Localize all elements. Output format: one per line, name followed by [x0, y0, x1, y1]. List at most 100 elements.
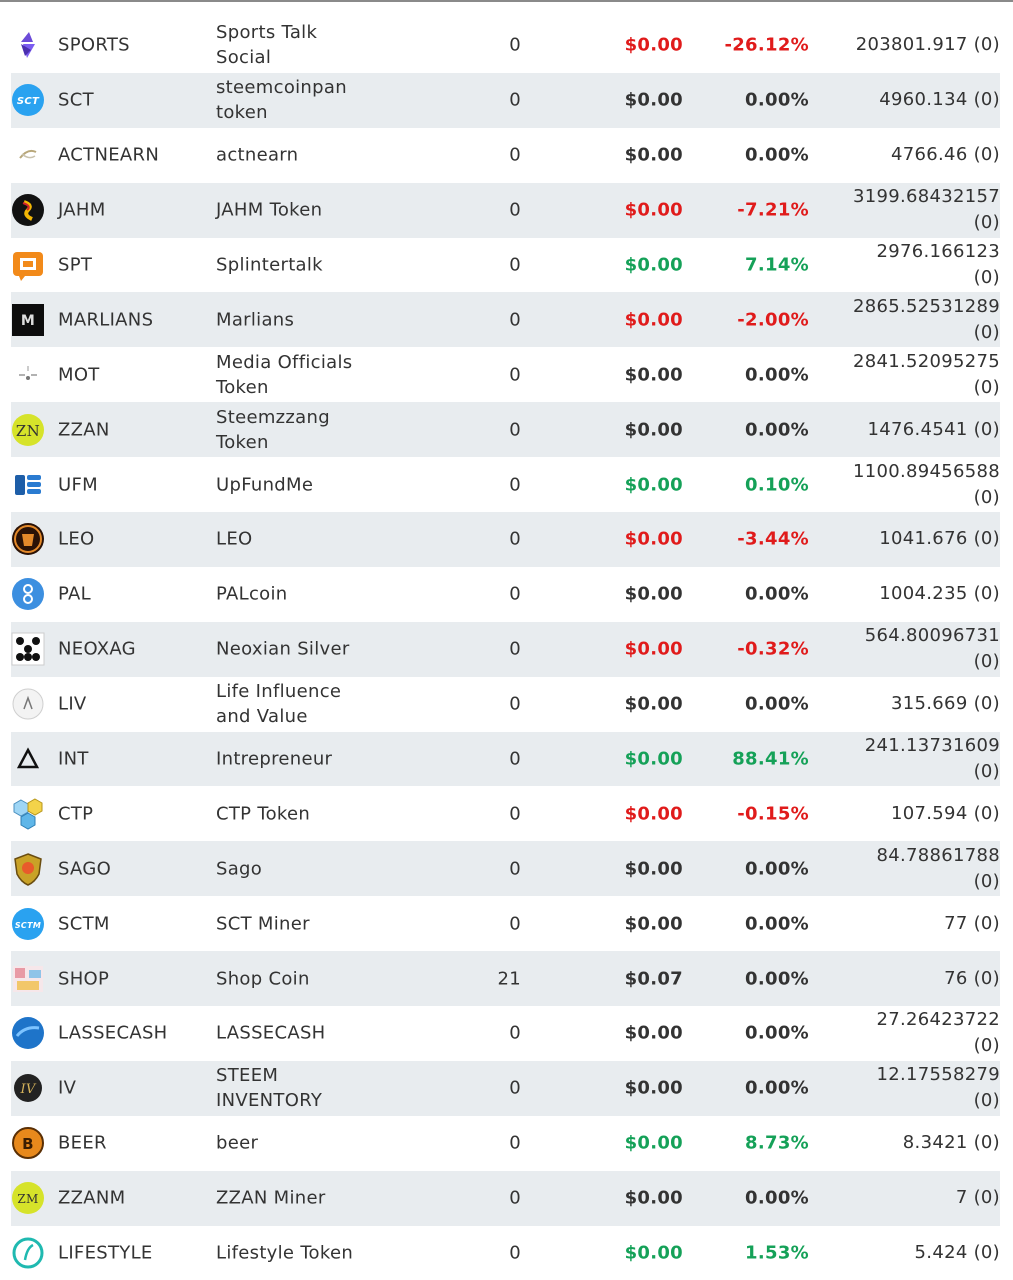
token-symbol[interactable]: PAL	[58, 583, 91, 605]
token-row[interactable]: CTP CTP Token 0 $0.00 -0.15% 107.594 (0)	[11, 786, 1000, 841]
token-row[interactable]: SPORTS Sports Talk Social 0 $0.00 -26.12% 203…	[11, 18, 1000, 73]
token-symbol[interactable]: SPORTS	[58, 34, 130, 56]
token-symbol[interactable]: BEER	[58, 1132, 107, 1154]
token-symbol[interactable]: SHOP	[58, 968, 110, 990]
token-symbol[interactable]: UFM	[58, 474, 98, 496]
token-symbol[interactable]: SAGO	[58, 858, 112, 880]
token-change: 0.00%	[745, 1187, 809, 1209]
svg-text:IV: IV	[19, 1082, 36, 1097]
token-row[interactable]: LIFESTYLE Lifestyle Token 0 $0.00 1.53% 5.424…	[11, 1226, 1000, 1280]
token-row[interactable]: SCT SCT steemcoinpan token 0 $0.00 0.00% 4960.…	[11, 72, 1000, 128]
token-change: 0.00%	[745, 968, 809, 990]
token-balance: 0	[509, 309, 521, 331]
token-row[interactable]: LEO LEO 0 $0.00 -3.44% 1041.676 (0)	[11, 512, 1000, 567]
token-balance: 21	[497, 968, 521, 990]
token-symbol[interactable]: NEOXAG	[58, 638, 136, 660]
token-symbol[interactable]: SPT	[58, 254, 93, 276]
token-symbol[interactable]: LASSECASH	[58, 1022, 168, 1044]
token-row[interactable]: PAL PALcoin 0 $0.00 0.00% 1004.235 (0)	[11, 567, 1000, 622]
token-change: 0.00%	[745, 913, 809, 935]
token-price: $0.00	[624, 913, 683, 935]
token-supply: 107.594 (0)	[891, 802, 1000, 824]
token-supply: 564.80096731 (0)	[864, 625, 1000, 673]
token-name: SCT Miner	[216, 913, 310, 935]
token-price: $0.00	[624, 803, 683, 825]
svg-text:SCTM: SCTM	[15, 921, 41, 930]
token-balance: 0	[509, 693, 521, 715]
token-change: 0.10%	[745, 474, 809, 496]
token-row[interactable]: IV IV STEEM INVENTORY 0 $0.00 0.00% 12.1755827…	[11, 1060, 1000, 1116]
token-row[interactable]: ZM ZZANM ZZAN Miner 0 $0.00 0.00% 7 (0)	[11, 1170, 1000, 1226]
token-row[interactable]: NEOXAG Neoxian Silver 0 $0.00 -0.32% 564.8009…	[11, 621, 1000, 677]
sct-icon: SCT	[11, 83, 45, 117]
token-row[interactable]: INT Intrepreneur 0 $0.00 88.41% 241.13731609 …	[11, 731, 1000, 787]
token-symbol[interactable]: JAHM	[58, 199, 106, 221]
token-name: LEO	[216, 528, 253, 550]
token-name: Splintertalk	[216, 254, 323, 276]
token-name: STEEM INVENTORY	[216, 1065, 323, 1112]
token-supply: 1100.89456588 (0)	[852, 460, 1000, 508]
token-change: -7.21%	[737, 199, 809, 221]
token-symbol[interactable]: MARLIANS	[58, 309, 154, 331]
token-price: $0.00	[624, 748, 683, 770]
actnearn-icon	[11, 138, 45, 172]
token-change: 0.00%	[745, 89, 809, 111]
token-symbol[interactable]: IV	[58, 1077, 77, 1099]
token-row[interactable]: MOT Media Officials Token 0 $0.00 0.00% 2841.…	[11, 347, 1000, 402]
token-symbol[interactable]: SCT	[58, 89, 94, 111]
token-price: $0.00	[624, 1132, 683, 1154]
token-supply: 7 (0)	[955, 1187, 1000, 1209]
token-row[interactable]: UFM UpFundMe 0 $0.00 0.10% 1100.89456588 (0)	[11, 457, 1000, 512]
token-symbol[interactable]: ZZAN	[58, 419, 110, 441]
token-name: Intrepreneur	[216, 748, 333, 770]
token-price: $0.00	[624, 364, 683, 386]
token-symbol[interactable]: SCTM	[58, 913, 110, 935]
token-supply: 77 (0)	[944, 912, 1000, 934]
token-balance: 0	[509, 913, 521, 935]
token-row[interactable]: SCTM SCTM SCT Miner 0 $0.00 0.00% 77 (0)	[11, 896, 1000, 951]
token-row[interactable]: JAHM JAHM Token 0 $0.00 -7.21% 3199.68432157 …	[11, 182, 1000, 238]
token-supply: 2865.52531289 (0)	[852, 295, 1000, 343]
token-row[interactable]: ACTNEARN actnearn 0 $0.00 0.00% 4766.46 (0)	[11, 128, 1000, 183]
leo-icon	[11, 522, 45, 556]
token-balance: 0	[509, 583, 521, 605]
token-symbol[interactable]: ZZANM	[58, 1187, 126, 1209]
token-symbol[interactable]: LEO	[58, 528, 95, 550]
token-change: 0.00%	[745, 1077, 809, 1099]
token-row[interactable]: SAGO Sago 0 $0.00 0.00% 84.78861788 (0)	[11, 841, 1000, 897]
token-price: $0.00	[624, 583, 683, 605]
token-price: $0.00	[624, 858, 683, 880]
neoxag-icon	[11, 632, 45, 666]
token-symbol[interactable]: LIV	[58, 693, 87, 715]
token-price: $0.00	[624, 693, 683, 715]
ufm-icon	[11, 468, 45, 502]
token-row[interactable]: SHOP Shop Coin 21 $0.07 0.00% 76 (0)	[11, 951, 1000, 1007]
token-supply: 1476.4541 (0)	[867, 418, 1000, 440]
token-change: -0.32%	[737, 638, 809, 660]
token-balance: 0	[509, 254, 521, 276]
token-row[interactable]: ZN ZZAN Steemzzang Token 0 $0.00 0.00% 1476.45…	[11, 402, 1000, 458]
iv-icon: IV	[11, 1071, 45, 1105]
sago-icon	[11, 852, 45, 886]
token-row[interactable]: LIV Life Influence and Value 0 $0.00 0.00% 31…	[11, 677, 1000, 732]
token-name: actnearn	[216, 144, 299, 166]
token-price: $0.00	[624, 89, 683, 111]
token-row[interactable]: SPT Splintertalk 0 $0.00 7.14% 2976.166123 (0…	[11, 238, 1000, 293]
token-price: $0.00	[624, 474, 683, 496]
token-price: $0.07	[624, 968, 683, 990]
token-name: CTP Token	[216, 803, 311, 825]
token-name: PALcoin	[216, 583, 288, 605]
token-change: 8.73%	[745, 1132, 809, 1154]
token-balance: 0	[509, 364, 521, 386]
token-symbol[interactable]: INT	[58, 748, 89, 770]
token-balance: 0	[509, 803, 521, 825]
token-row[interactable]: M MARLIANS Marlians 0 $0.00 -2.00% 2865.525312…	[11, 292, 1000, 348]
token-symbol[interactable]: MOT	[58, 364, 100, 386]
token-row[interactable]: B BEER beer 0 $0.00 8.73% 8.3421 (0)	[11, 1116, 1000, 1171]
token-balance: 0	[509, 638, 521, 660]
token-symbol[interactable]: ACTNEARN	[58, 144, 160, 166]
token-row[interactable]: LASSECASH LASSECASH 0 $0.00 0.00% 27.26423722…	[11, 1006, 1000, 1061]
token-balance: 0	[509, 144, 521, 166]
token-symbol[interactable]: CTP	[58, 803, 94, 825]
token-symbol[interactable]: LIFESTYLE	[58, 1242, 153, 1264]
